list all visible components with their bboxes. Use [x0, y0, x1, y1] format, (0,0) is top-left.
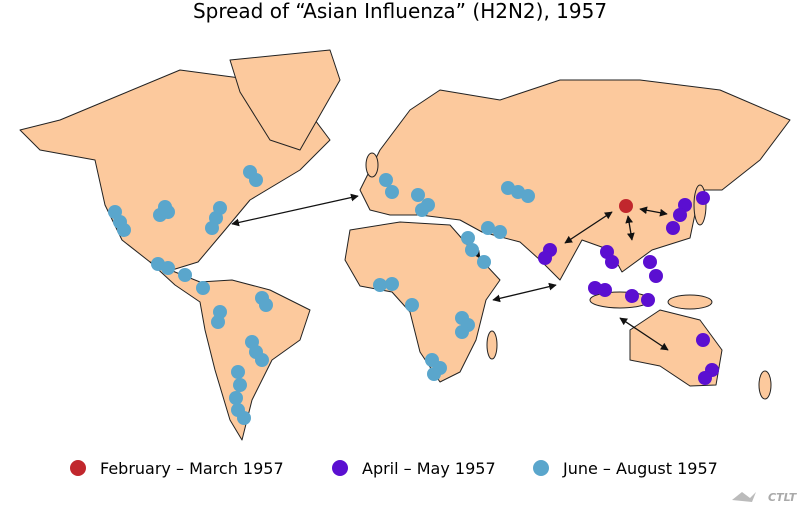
outbreak-dot [229, 391, 243, 405]
outbreak-dot [249, 173, 263, 187]
madagascar [486, 330, 498, 360]
outbreak-dot [625, 289, 639, 303]
outbreak-dot [259, 298, 273, 312]
outbreak-dot [477, 255, 491, 269]
new-guinea [667, 294, 713, 310]
legend-marker [533, 460, 549, 476]
continents [19, 49, 791, 441]
outbreak-dot [649, 269, 663, 283]
outbreak-dot [415, 203, 429, 217]
outbreak-dot [666, 221, 680, 235]
legend-marker [332, 460, 348, 476]
outbreak-dot [461, 231, 475, 245]
outbreak-dot [696, 333, 710, 347]
legend-label: June – August 1957 [562, 459, 718, 478]
logo-text: CTLT [768, 491, 798, 504]
greenland [229, 49, 341, 151]
new-zealand [758, 370, 772, 400]
outbreak-dot [373, 278, 387, 292]
arrow [639, 206, 668, 217]
arrow [231, 193, 359, 227]
outbreak-dot [117, 223, 131, 237]
outbreak-dot [411, 188, 425, 202]
outbreak-dot [521, 189, 535, 203]
outbreak-dot [379, 173, 393, 187]
outbreak-dot [405, 298, 419, 312]
outbreak-dot [619, 199, 633, 213]
outbreak-dot [605, 255, 619, 269]
outbreak-dot [538, 251, 552, 265]
outbreak-dot [196, 281, 210, 295]
uk [365, 152, 379, 178]
outbreak-dot [161, 261, 175, 275]
outbreak-dot [643, 255, 657, 269]
arrows [231, 193, 669, 351]
outbreak-dots [108, 165, 719, 425]
arrow [619, 317, 669, 351]
outbreak-dot [696, 191, 710, 205]
outbreak-dot [427, 367, 441, 381]
arrow [492, 282, 557, 303]
outbreak-dot [493, 225, 507, 239]
outbreak-dot [178, 268, 192, 282]
africa [344, 221, 501, 383]
outbreak-dot [205, 221, 219, 235]
logo: CTLT [732, 491, 798, 504]
outbreak-dot [598, 283, 612, 297]
outbreak-dot [231, 365, 245, 379]
outbreak-dot [255, 353, 269, 367]
outbreak-dot [385, 185, 399, 199]
outbreak-dot [698, 371, 712, 385]
title: Spread of “Asian Influenza” (H2N2), 1957 [193, 0, 607, 23]
outbreak-dot [161, 205, 175, 219]
outbreak-dot [641, 293, 655, 307]
legend: February – March 1957 April – May 1957 Jun… [70, 459, 718, 478]
outbreak-dot [211, 315, 225, 329]
logo-icon [732, 492, 756, 502]
outbreak-dot [233, 378, 247, 392]
japan [693, 184, 707, 226]
outbreak-dot [455, 325, 469, 339]
eurasia [359, 79, 791, 281]
legend-marker [70, 460, 86, 476]
outbreak-dot [237, 411, 251, 425]
south-america [149, 261, 311, 441]
outbreak-dot [481, 221, 495, 235]
legend-label: April – May 1957 [362, 459, 496, 478]
arrow [625, 215, 635, 241]
outbreak-dot [465, 243, 479, 257]
legend-label: February – March 1957 [100, 459, 284, 478]
outbreak-dot [385, 277, 399, 291]
outbreak-dot [673, 208, 687, 222]
arrow [564, 211, 613, 244]
